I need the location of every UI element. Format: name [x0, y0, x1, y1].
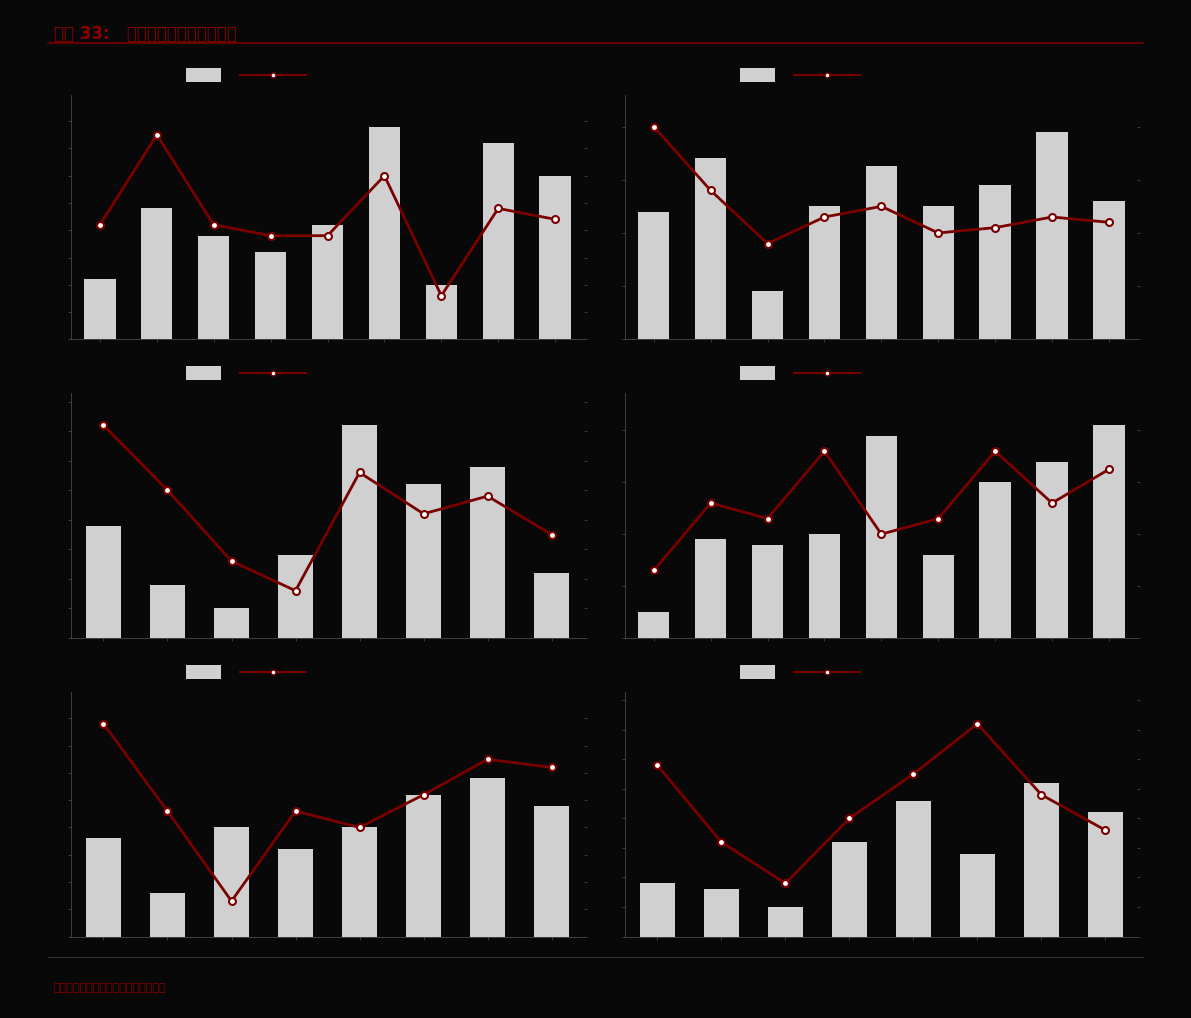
Bar [214, 609, 249, 638]
Bar [406, 795, 441, 937]
Bar [86, 839, 121, 937]
Bar [896, 800, 931, 937]
Text: 资料来源：公司数据，中金公司研究部: 资料来源：公司数据，中金公司研究部 [54, 982, 167, 993]
Bar [1024, 783, 1059, 937]
Bar [638, 212, 669, 339]
Bar [640, 884, 675, 937]
Text: 图表 33:   主流房企今年拿地偏谨慎: 图表 33: 主流房企今年拿地偏谨慎 [54, 25, 237, 44]
Bar [960, 854, 994, 937]
Bar [540, 176, 570, 339]
Bar [255, 252, 286, 339]
Bar [696, 540, 727, 638]
Bar [831, 842, 867, 937]
Bar [752, 291, 784, 339]
Bar [1093, 201, 1124, 339]
Bar [809, 207, 840, 339]
Bar [482, 143, 513, 339]
Bar [638, 612, 669, 638]
Bar [342, 426, 378, 638]
Bar [752, 545, 784, 638]
Bar [1087, 812, 1123, 937]
Bar [866, 436, 897, 638]
Bar [142, 209, 173, 339]
Bar [1036, 461, 1067, 638]
Bar [1036, 132, 1067, 339]
Bar [704, 890, 738, 937]
Bar [278, 849, 313, 937]
Bar [198, 236, 230, 339]
Bar [866, 167, 897, 339]
Bar [923, 555, 954, 638]
Bar [342, 828, 378, 937]
Bar [470, 779, 505, 937]
Bar [150, 584, 185, 638]
Bar [406, 485, 441, 638]
Bar [425, 285, 457, 339]
Bar [278, 555, 313, 638]
Bar [470, 466, 505, 638]
Bar [534, 573, 569, 638]
Bar [312, 225, 343, 339]
Bar [534, 805, 569, 937]
Bar [979, 185, 1011, 339]
Bar [86, 525, 121, 638]
Bar [768, 907, 803, 937]
Bar [85, 279, 116, 339]
Bar [1093, 426, 1124, 638]
Bar [369, 126, 400, 339]
Bar [696, 159, 727, 339]
Bar [150, 893, 185, 937]
Bar [979, 483, 1011, 638]
Bar [214, 828, 249, 937]
Bar [923, 207, 954, 339]
Bar [809, 534, 840, 638]
